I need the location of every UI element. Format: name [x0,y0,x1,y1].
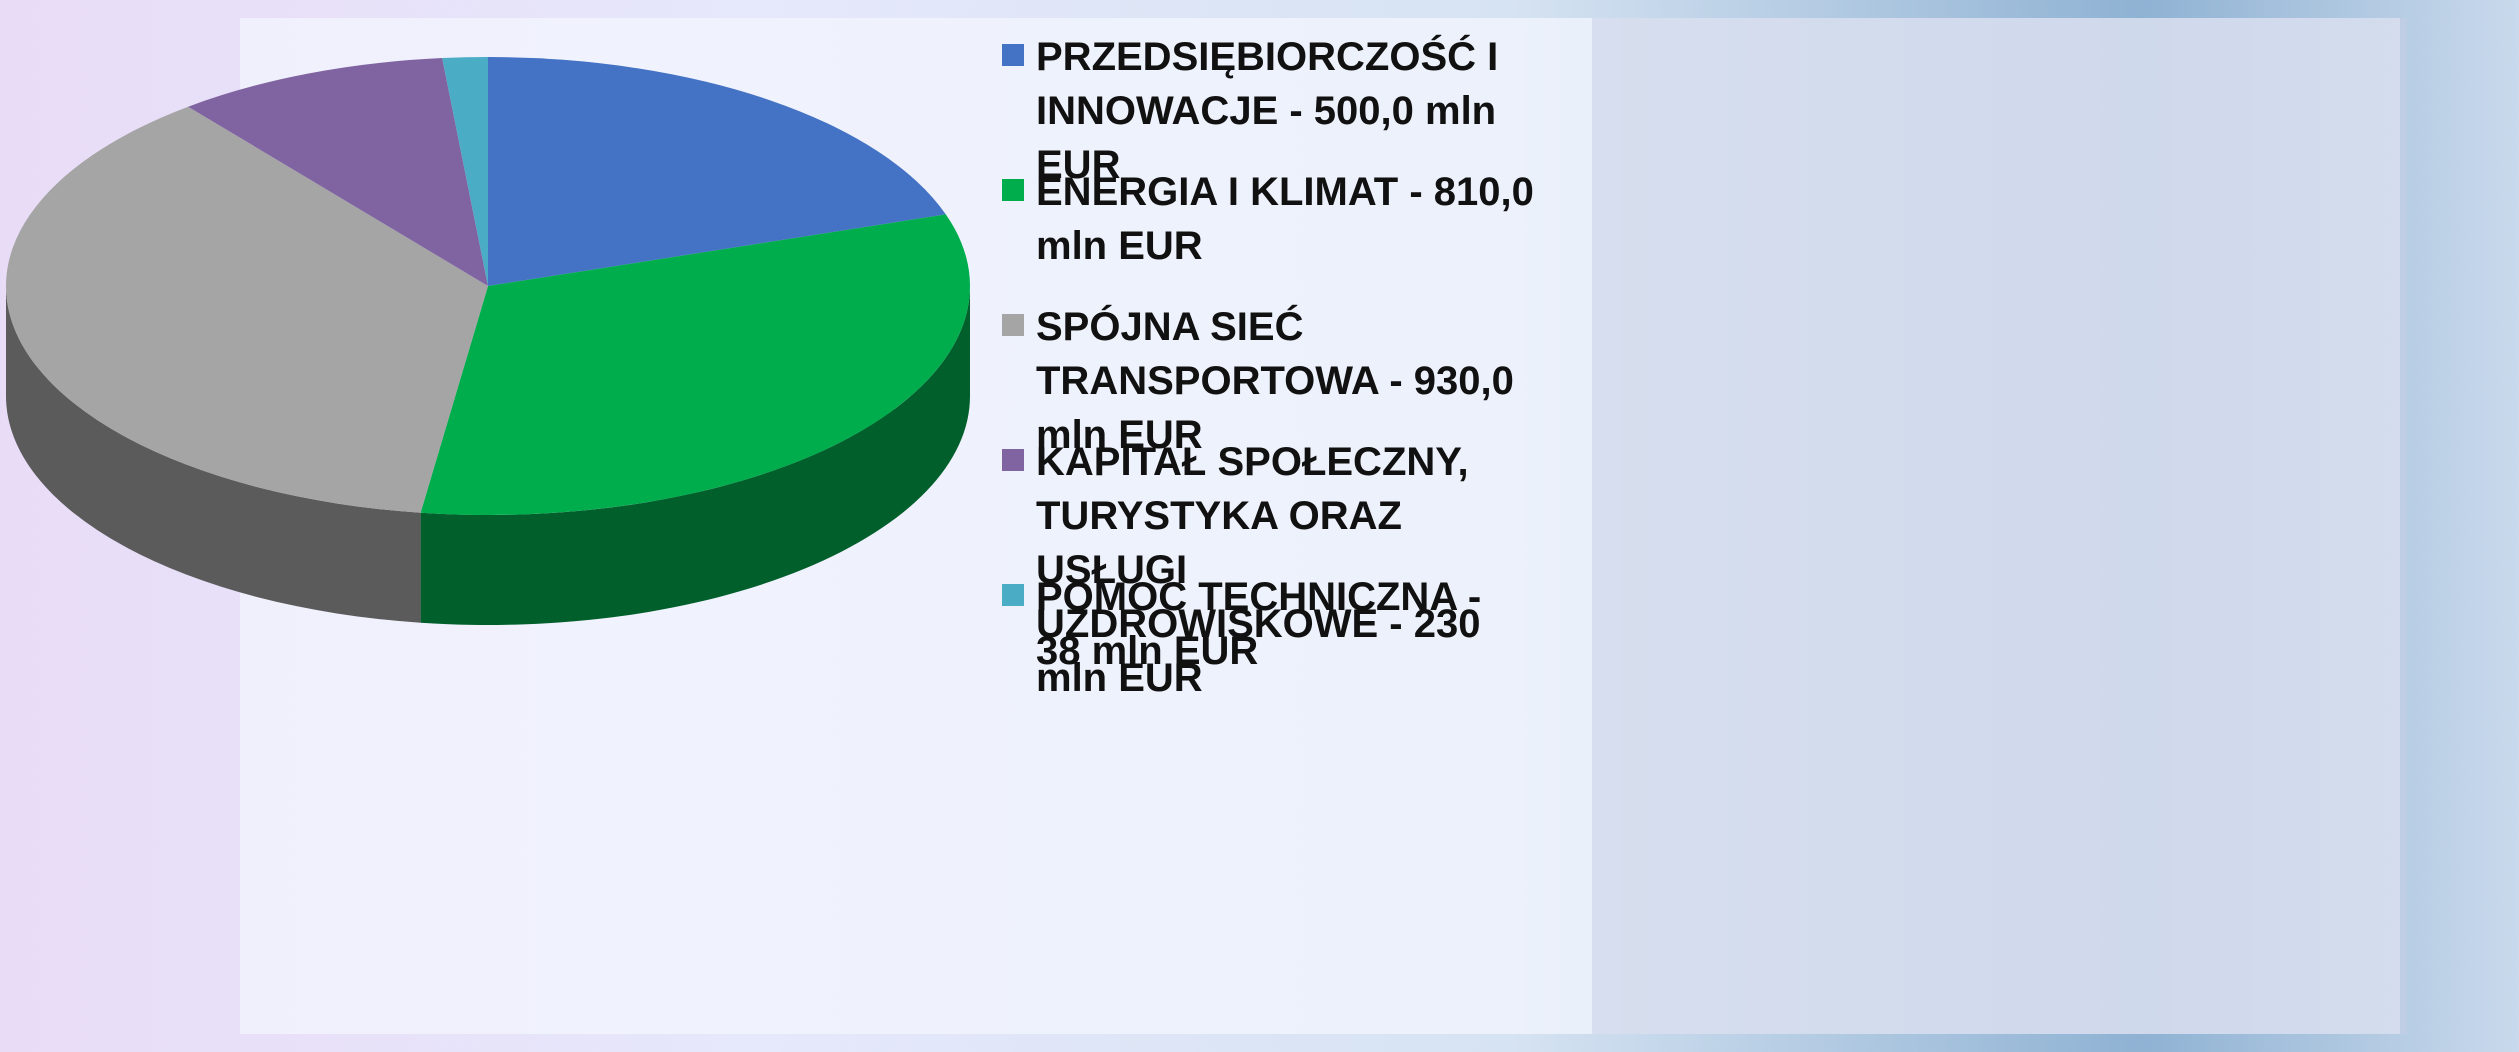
legend-swatch [1002,449,1024,471]
legend-entry: POMOC TECHNICZNA - 38 mln EUR [1002,570,1537,678]
legend-swatch [1002,44,1024,66]
legend: PRZEDSIĘBIORCZOŚĆ I INNOWACJE - 500,0 ml… [992,0,1537,1047]
legend-swatch [1002,584,1024,606]
legend-entry: ENERGIA I KLIMAT - 810,0 mln EUR [1002,165,1537,273]
legend-label: ENERGIA I KLIMAT - 810,0 mln EUR [1036,165,1536,273]
legend-panel [1592,18,2407,1034]
page: PRZEDSIĘBIORCZOŚĆ I INNOWACJE - 500,0 ml… [0,0,2519,1047]
legend-swatch [1002,179,1024,201]
legend-swatch [1002,314,1024,336]
legend-label: POMOC TECHNICZNA - 38 mln EUR [1036,570,1536,678]
